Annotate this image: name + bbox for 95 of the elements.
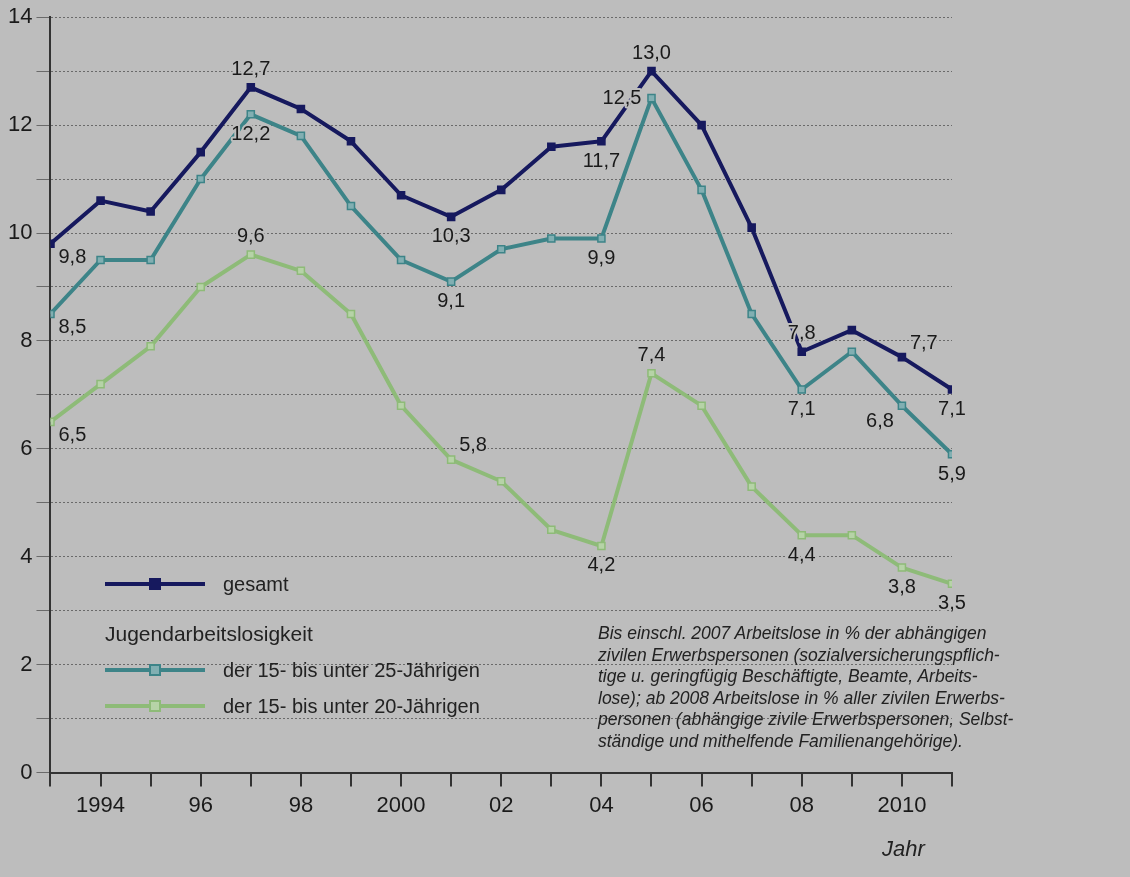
point	[146, 342, 155, 351]
y-tick-label: 6	[20, 434, 33, 460]
point	[146, 255, 155, 265]
point	[697, 401, 706, 410]
point	[496, 244, 506, 254]
x-axis-title: Jahr	[882, 836, 925, 862]
point	[697, 120, 706, 130]
y-tick-label: 12	[7, 111, 33, 137]
point	[747, 482, 756, 491]
annotation: Bis einschl. 2007 Arbeitslose in % der abhängigen zivilen Erwerbspersonen (sozialversicherungspflich- tige u. geringfügig Beschäftigte, Beamte, Arbeits- lose); ab 2008 Arbeitslose in % aller zivilen Erwerbs- personen (abhängige zivile Erwerbspersonen, Selbst- ständige und mithelfende Familienangehörige).	[598, 623, 1014, 752]
data-label: 4,2	[587, 553, 616, 576]
data-label: 8,5	[58, 315, 87, 338]
point	[496, 185, 506, 195]
y-tick-label: 14	[7, 3, 33, 29]
y-tick-label: 2	[20, 650, 33, 676]
point	[797, 347, 807, 357]
point	[346, 309, 356, 319]
legend-label: gesamt	[223, 572, 289, 596]
point	[697, 185, 706, 195]
point	[396, 255, 406, 265]
legend-label: der 15- bis unter 25-Jährigen	[223, 658, 480, 682]
point	[146, 207, 155, 216]
y-tick-label: 8	[20, 327, 33, 353]
data-label: 9,1	[437, 289, 466, 312]
x-tick-label: 1994	[76, 791, 126, 817]
data-label: 12,7	[231, 56, 271, 79]
point	[446, 212, 456, 222]
point	[96, 255, 105, 265]
point	[246, 83, 256, 92]
point	[346, 137, 356, 146]
data-label: 9,9	[587, 245, 616, 268]
data-label: 7,7	[909, 330, 938, 353]
point	[96, 379, 105, 389]
data-label: 9,6	[236, 224, 265, 247]
point	[847, 325, 857, 335]
data-label: 7,4	[637, 342, 666, 365]
point	[396, 190, 406, 200]
data-label: 11,7	[582, 148, 621, 171]
x-tick-label: 02	[488, 791, 514, 817]
y-tick-label: 4	[20, 542, 33, 568]
data-label: 3,8	[888, 575, 916, 598]
point	[496, 476, 506, 486]
point	[547, 234, 556, 243]
x-tick-label: 06	[689, 791, 714, 817]
point	[897, 563, 907, 572]
point	[797, 385, 807, 394]
y-tick-label: 0	[20, 758, 33, 784]
data-label: 3,5	[938, 591, 966, 614]
point	[296, 266, 306, 276]
point	[847, 530, 857, 540]
data-label: 9,8	[58, 245, 87, 268]
point	[597, 137, 606, 146]
point	[96, 196, 105, 205]
data-label: 6,8	[866, 409, 894, 432]
point	[647, 93, 656, 103]
point	[647, 369, 656, 378]
x-tick-label: 96	[188, 791, 213, 817]
point	[747, 309, 756, 319]
point	[897, 352, 907, 362]
data-label: 6,5	[58, 423, 87, 446]
point	[597, 234, 606, 243]
data-label: 10,3	[431, 224, 471, 247]
point	[246, 110, 256, 119]
point	[847, 347, 857, 357]
point	[346, 201, 356, 211]
x-tick-label: 04	[589, 791, 614, 817]
y-tick-label: 10	[7, 219, 33, 245]
point	[747, 223, 756, 232]
data-label: 13,0	[632, 40, 671, 63]
data-label: 7,1	[787, 397, 816, 420]
point	[647, 66, 656, 76]
point	[296, 131, 306, 141]
legend-title: Jugendarbeitslosigkeit	[105, 621, 314, 647]
data-label: 5,9	[938, 461, 966, 484]
point	[797, 530, 807, 540]
point	[196, 282, 206, 292]
point	[446, 455, 456, 464]
x-tick-label: 2000	[376, 791, 426, 817]
point	[547, 525, 556, 535]
legend-label: der 15- bis unter 20-Jährigen	[223, 694, 480, 718]
x-tick-label: 98	[288, 791, 314, 817]
point	[597, 541, 606, 551]
data-label: 4,4	[787, 542, 816, 565]
point	[196, 147, 206, 157]
point	[897, 401, 907, 410]
data-label: 5,8	[459, 433, 487, 456]
point	[246, 250, 256, 259]
x-tick-label: 08	[789, 791, 814, 817]
point	[296, 104, 306, 114]
point	[547, 142, 556, 151]
data-label: 7,1	[938, 397, 966, 420]
x-tick-label: 2010	[877, 791, 927, 817]
point	[446, 277, 456, 286]
point	[196, 174, 206, 184]
point	[396, 401, 406, 410]
